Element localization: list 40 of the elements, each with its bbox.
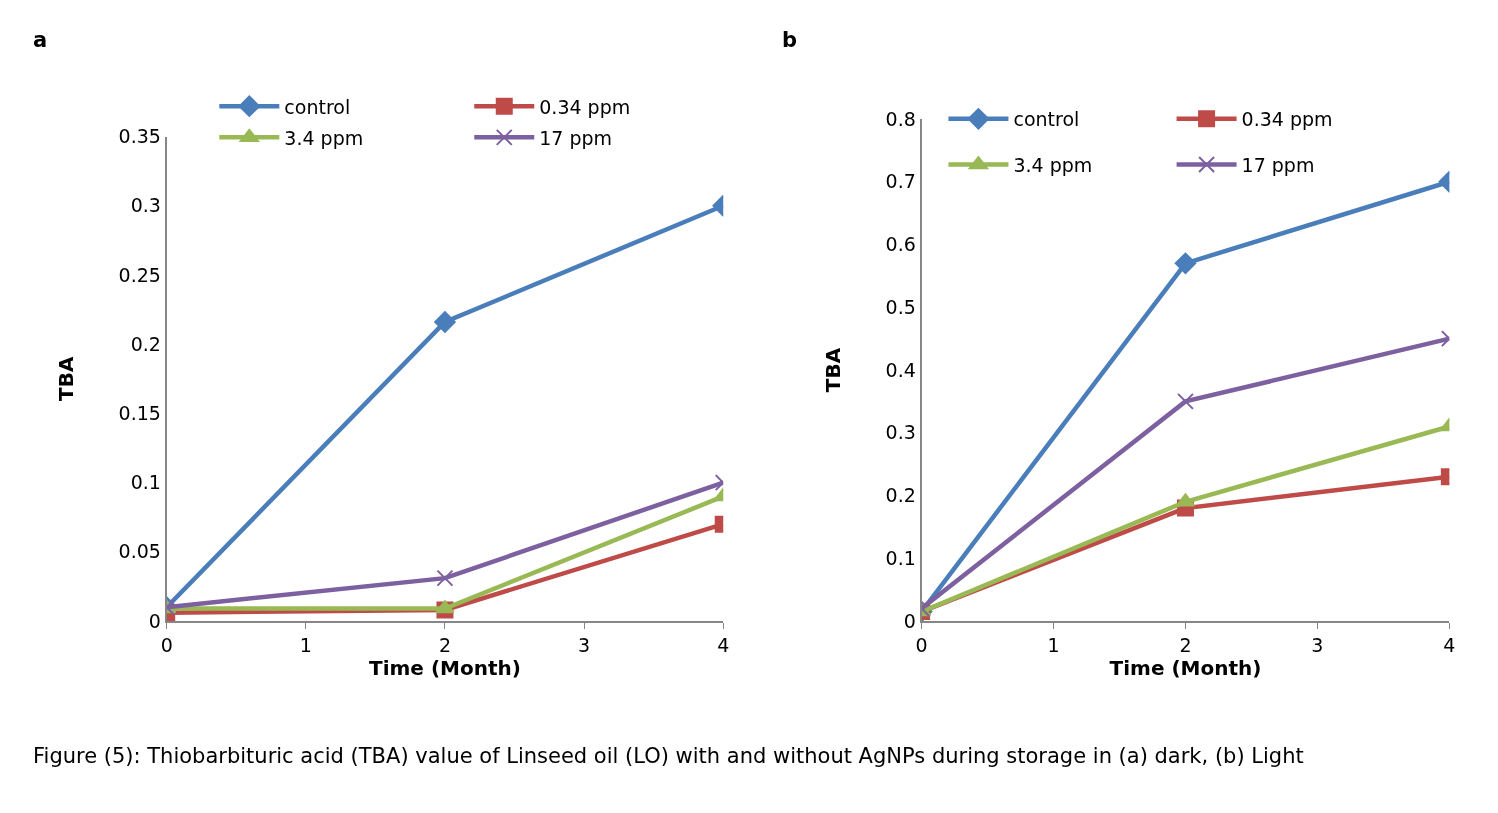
x-axis-title: Time (Month) [1109,655,1262,680]
y-tick-label: 0.3 [885,421,916,444]
chart-title: a [33,28,48,52]
y-tick-label: 0.8 [885,107,916,130]
y-tick-label: 0.1 [130,471,161,494]
y-axis-title: TBA [820,347,845,393]
x-tick-label: 1 [1047,633,1060,656]
x-tick-label: 3 [578,633,591,656]
y-tick-label: 0.3 [130,194,161,217]
y-tick-label: 0 [148,609,161,632]
x-tick-label: 2 [1179,633,1192,656]
y-tick-label: 0 [903,609,916,632]
y-tick-label: 0.35 [118,125,161,148]
x-axis-title: Time (Month) [369,655,521,680]
x-tick-label: 2 [438,633,451,656]
y-tick-label: 0.1 [885,546,916,569]
x-tick-label: 1 [299,633,312,656]
legend-label: 0.34 ppm [539,95,631,118]
legend-label: 3.4 ppm [284,126,364,149]
y-tick-label: 0.15 [118,402,161,425]
legend-label: 0.34 ppm [1241,108,1333,131]
y-tick-label: 0.25 [118,263,161,286]
legend-label: 17 ppm [1241,153,1315,176]
y-tick-label: 0.6 [885,233,916,256]
text: Figure (5): Thiobarbituric acid (TBA) value of Linseed oil (LO) with and without AgNPs during storage in (a) dark, (b) Light [33,744,1304,768]
y-axis-title: TBA [53,356,78,401]
legend-label: 3.4 ppm [1013,153,1093,176]
x-tick-label: 4 [1443,633,1456,656]
y-tick-label: 0.4 [885,358,916,381]
y-tick-label: 0.5 [885,295,916,318]
y-tick-label: 0.05 [118,540,161,563]
y-tick-label: 0.2 [130,332,161,355]
x-tick-label: 4 [717,633,730,656]
legend-label: 17 ppm [539,126,613,149]
legend-label: control [284,95,351,118]
y-tick-label: 0.2 [885,484,916,507]
chart-title: b [782,28,798,52]
y-tick-label: 0.7 [885,170,916,193]
legend-label: control [1013,108,1080,131]
x-tick-label: 3 [1311,633,1324,656]
